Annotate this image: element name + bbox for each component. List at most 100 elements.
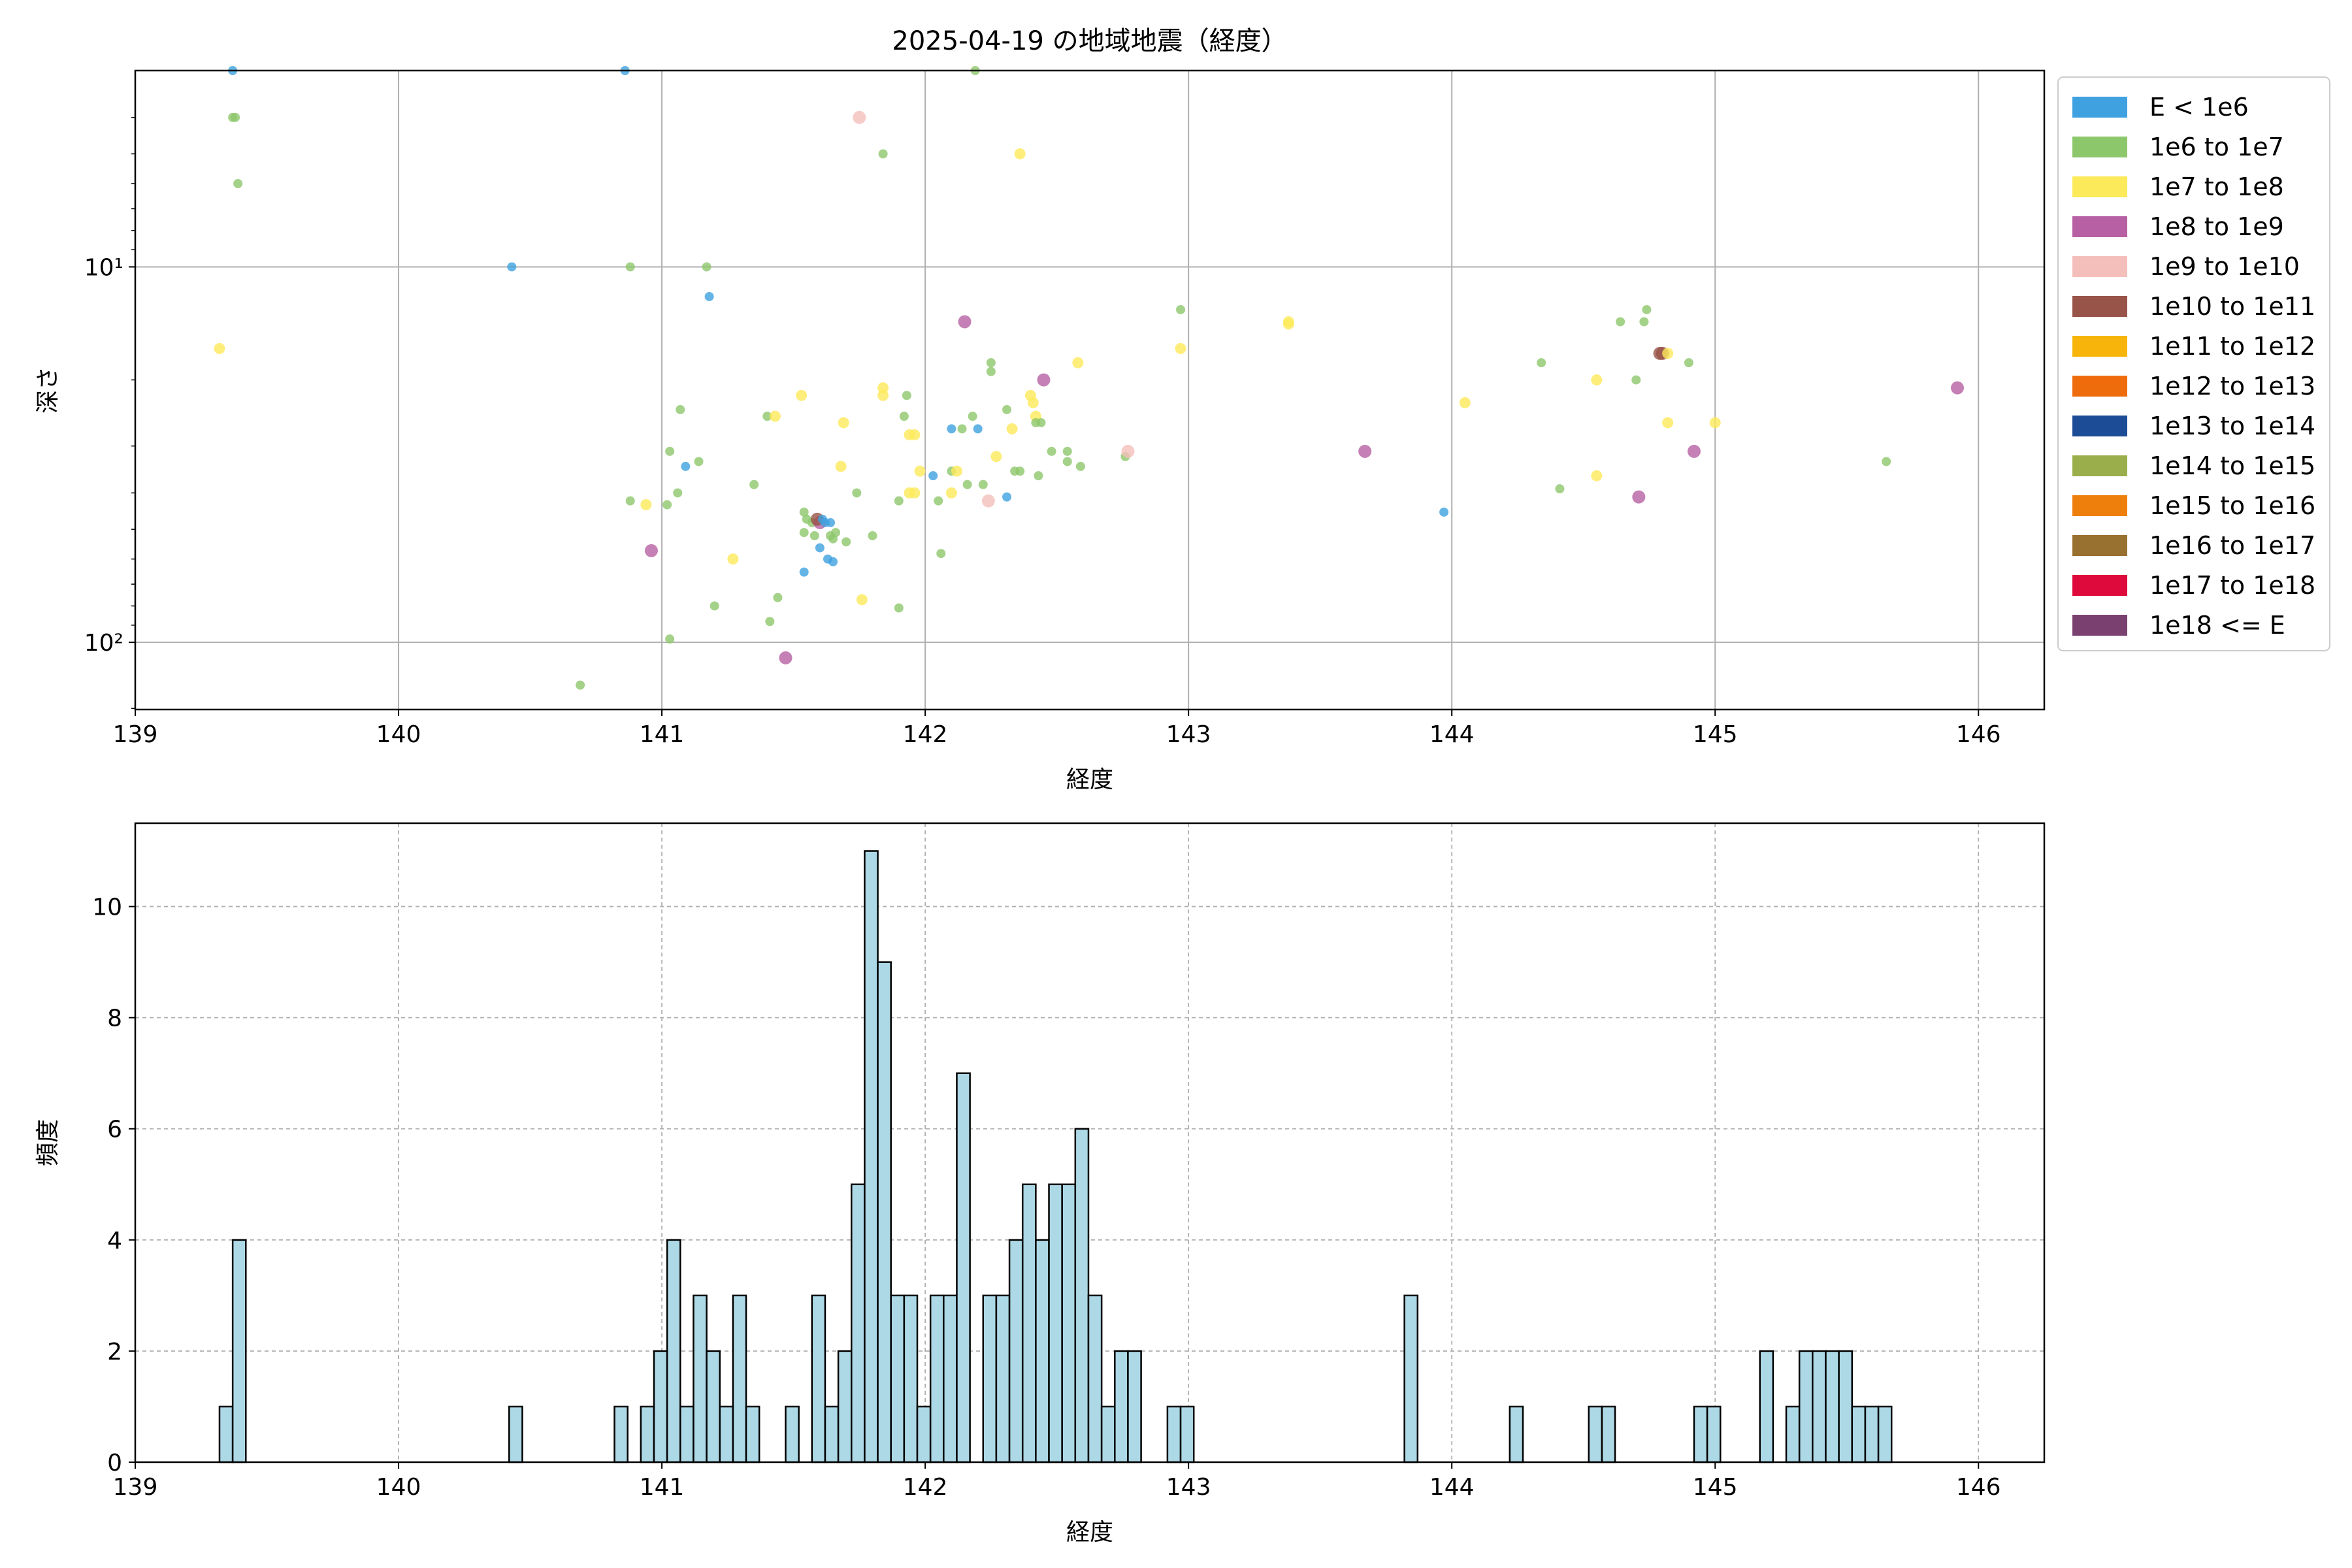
histogram-bar <box>1785 1405 1801 1463</box>
histogram-bar <box>640 1405 655 1463</box>
data-point <box>749 480 759 489</box>
data-point <box>1062 457 1072 466</box>
histogram-bar <box>877 961 892 1463</box>
y-tick-label: 10 <box>92 894 122 921</box>
data-point <box>681 461 691 471</box>
data-point <box>576 680 585 690</box>
legend-label: 1e10 to 1e11 <box>2149 292 2315 321</box>
x-tick-label: 146 <box>1956 1474 2001 1501</box>
data-point <box>507 262 517 272</box>
y-tick-label: 10¹ <box>84 254 123 281</box>
data-point <box>765 617 775 627</box>
scatter-y-axis-label: 深さ <box>35 367 61 414</box>
chart-title: 2025-04-19 の地域地震（経度） <box>892 26 1287 56</box>
histogram-bar <box>1179 1405 1195 1463</box>
histogram-bar <box>706 1350 721 1463</box>
data-point <box>702 262 711 272</box>
data-point <box>945 487 957 498</box>
data-point <box>1616 317 1625 327</box>
data-point <box>853 110 866 124</box>
data-point <box>1014 148 1026 159</box>
legend-swatch <box>2072 416 2127 436</box>
histogram-bar <box>1825 1350 1840 1463</box>
data-point <box>1662 348 1674 359</box>
data-point <box>1950 381 1964 395</box>
histogram-bar <box>1166 1405 1182 1463</box>
histogram-bar <box>1877 1405 1893 1463</box>
legend-swatch <box>2072 615 2127 636</box>
data-point <box>704 291 714 301</box>
histogram-bar <box>1087 1294 1103 1463</box>
histogram-bar <box>745 1405 760 1463</box>
histogram-bar <box>785 1405 800 1463</box>
data-point <box>878 149 888 159</box>
data-point <box>1537 358 1546 368</box>
histogram-bar <box>719 1405 734 1463</box>
data-point <box>625 496 635 506</box>
data-point <box>936 549 946 559</box>
data-point <box>947 424 956 434</box>
histogram-bar <box>1008 1239 1024 1463</box>
legend-swatch <box>2072 97 2127 118</box>
histogram-bar <box>1706 1405 1722 1463</box>
x-tick-label: 144 <box>1429 1474 1475 1501</box>
data-point <box>799 507 809 517</box>
data-point <box>694 457 704 466</box>
histogram-bar <box>811 1294 826 1463</box>
legend-label: 1e7 to 1e8 <box>2149 172 2284 201</box>
x-tick-label: 145 <box>1693 721 1738 748</box>
data-point <box>831 528 841 538</box>
data-point <box>826 517 836 527</box>
histogram-bar <box>693 1294 708 1463</box>
histogram-bar <box>732 1294 747 1463</box>
histogram-bar <box>1035 1239 1050 1463</box>
data-point <box>644 544 658 557</box>
data-point <box>1062 446 1072 456</box>
legend-swatch <box>2072 495 2127 516</box>
scatter-points <box>214 66 1964 690</box>
histogram-bar <box>1798 1350 1814 1463</box>
y-tick-label: 8 <box>107 1005 122 1032</box>
y-tick-label: 4 <box>107 1228 122 1254</box>
histogram-bar <box>916 1405 932 1463</box>
data-point <box>809 531 819 540</box>
data-point <box>838 417 849 429</box>
data-point <box>835 461 847 472</box>
legend-label: 1e8 to 1e9 <box>2149 212 2284 241</box>
histogram-bar <box>1048 1183 1063 1463</box>
data-point <box>1002 492 1012 502</box>
data-point <box>1282 318 1294 330</box>
legend-label: 1e17 to 1e18 <box>2149 571 2315 600</box>
histogram-bars <box>218 850 1893 1463</box>
data-point <box>957 424 967 434</box>
data-point <box>665 446 675 456</box>
data-point <box>986 358 996 368</box>
legend-box <box>2057 76 2330 651</box>
data-point <box>214 342 225 354</box>
data-point <box>968 412 977 421</box>
histogram-bar <box>231 1239 247 1463</box>
data-point <box>1072 357 1084 368</box>
data-point <box>662 500 672 510</box>
legend-label: 1e18 <= E <box>2149 611 2285 640</box>
histogram-y-ticks: 0 2 4 6 8 10 <box>92 894 135 1477</box>
histogram-bar <box>218 1405 234 1463</box>
histogram-bar <box>1127 1350 1142 1463</box>
histogram-bar <box>824 1405 840 1463</box>
data-point <box>1002 404 1012 414</box>
histogram-bar <box>1851 1405 1867 1463</box>
data-point <box>727 553 739 565</box>
data-point <box>894 603 904 613</box>
histogram-bar <box>864 850 879 1463</box>
data-point <box>841 537 851 547</box>
legend-swatch <box>2072 216 2127 237</box>
data-point <box>1709 417 1721 429</box>
histogram-bar <box>929 1294 945 1463</box>
histogram-bar <box>1403 1294 1419 1463</box>
data-point <box>909 487 921 498</box>
scatter-plot-area <box>134 69 2046 711</box>
histogram-bar <box>837 1350 853 1463</box>
scatter-y-ticks: 10¹ 10² <box>84 117 135 710</box>
data-point <box>973 424 983 434</box>
